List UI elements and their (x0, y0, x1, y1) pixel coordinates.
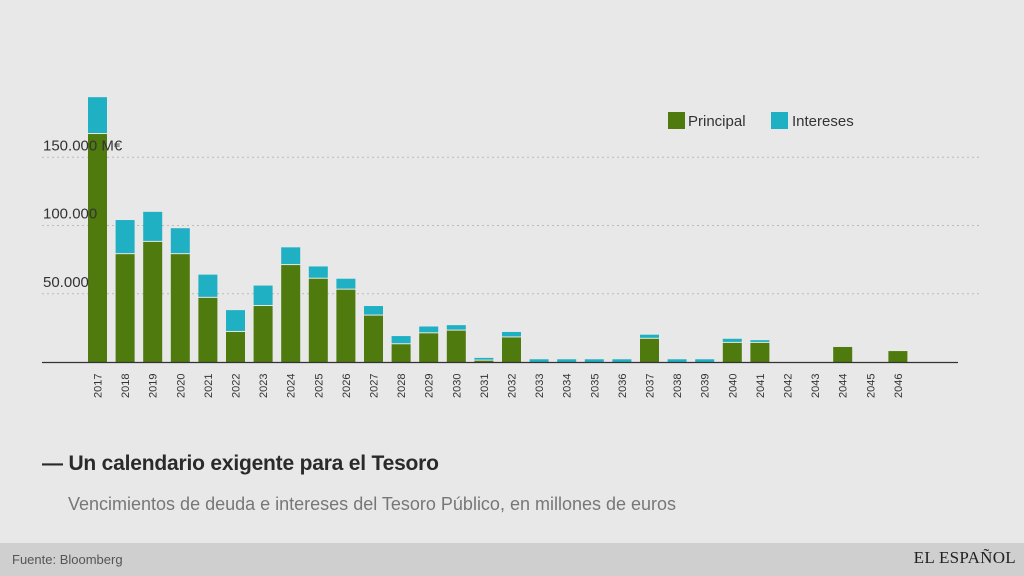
bar-principal-2025 (308, 278, 328, 362)
x-tick-label-2040: 2040 (727, 374, 739, 398)
x-tick-label-2046: 2046 (893, 374, 905, 398)
x-tick-label-2024: 2024 (286, 374, 298, 398)
bar-principal-2044 (833, 346, 853, 362)
y-tick-label-50000: 50.000 (43, 274, 89, 291)
legend-swatch-intereses (771, 112, 788, 129)
bar-intereses-2040 (722, 338, 742, 342)
bar-principal-2031 (474, 360, 494, 362)
source-note: Fuente: Bloomberg (12, 552, 123, 567)
bar-intereses-2027 (364, 306, 383, 315)
brand-logo: EL ESPAÑOL (913, 548, 1016, 567)
bars (88, 97, 908, 362)
bar-principal-2021 (198, 297, 218, 362)
bar-intereses-2021 (198, 274, 218, 297)
bar-principal-2032 (502, 337, 521, 362)
bar-principal-2018 (115, 254, 135, 362)
bar-principal-2019 (143, 241, 163, 362)
bar-principal-2041 (750, 342, 770, 362)
bar-intereses-2029 (419, 326, 439, 333)
bar-intereses-2036 (612, 359, 632, 362)
bar-intereses-2034 (557, 359, 577, 362)
x-tick-label-2034: 2034 (562, 374, 574, 398)
x-tick-label-2031: 2031 (479, 374, 491, 398)
x-tick-label-2036: 2036 (617, 374, 629, 398)
x-tick-label-2035: 2035 (589, 374, 601, 398)
footer-bar: Fuente: Bloomberg EL ESPAÑOL (0, 543, 1024, 576)
x-tick-label-2021: 2021 (203, 374, 215, 398)
bar-principal-2040 (722, 342, 742, 362)
x-tick-label-2038: 2038 (672, 374, 684, 398)
bar-principal-2037 (640, 338, 659, 362)
bar-principal-2028 (391, 344, 411, 362)
x-tick-label-2039: 2039 (700, 374, 712, 398)
bar-intereses-2041 (750, 340, 770, 342)
bar-intereses-2035 (584, 359, 604, 362)
x-tick-label-2037: 2037 (645, 374, 657, 398)
bar-intereses-2026 (336, 278, 356, 289)
bar-principal-2023 (253, 306, 273, 362)
bar-intereses-2017 (88, 97, 107, 134)
x-tick-label-2027: 2027 (369, 374, 381, 398)
bar-intereses-2031 (474, 357, 494, 360)
bar-intereses-2018 (115, 220, 135, 254)
bar-intereses-2023 (253, 285, 273, 306)
bar-principal-2046 (888, 351, 908, 362)
y-axis-tick-labels: 50.000 100.000 150.000 M€ (43, 137, 123, 291)
x-tick-label-2025: 2025 (313, 374, 325, 398)
x-tick-label-2044: 2044 (838, 374, 850, 398)
x-tick-label-2043: 2043 (810, 374, 822, 398)
x-tick-label-2018: 2018 (120, 374, 132, 398)
title-text: Un calendario exigente para el Tesoro (68, 452, 439, 475)
legend-label-intereses: Intereses (792, 113, 854, 130)
x-tick-label-2028: 2028 (396, 374, 408, 398)
bar-principal-2026 (336, 289, 356, 362)
bar-intereses-2019 (143, 211, 163, 241)
legend-label-principal: Principal (688, 113, 746, 130)
x-tick-label-2022: 2022 (231, 374, 243, 398)
chart-subtitle: Vencimientos de deuda e intereses del Te… (68, 494, 677, 514)
bar-intereses-2028 (391, 336, 411, 344)
legend: Principal Intereses (668, 112, 854, 130)
y-tick-label-100000: 100.000 (43, 206, 97, 223)
x-tick-label-2042: 2042 (783, 374, 795, 398)
bar-principal-2024 (281, 265, 301, 362)
bar-intereses-2032 (502, 331, 521, 337)
chart-title: — Un calendario exigente para el Tesoro (42, 452, 439, 476)
x-tick-label-2023: 2023 (258, 374, 270, 398)
bar-principal-2029 (419, 333, 439, 362)
legend-swatch-principal (668, 112, 685, 129)
bar-principal-2017 (88, 134, 107, 362)
bar-intereses-2038 (667, 359, 687, 362)
bar-intereses-2039 (695, 359, 715, 362)
stacked-bar-chart: 50.000 100.000 150.000 M€ 2017 2018 2019 2020… (42, 97, 982, 398)
x-tick-label-2020: 2020 (175, 374, 187, 398)
x-tick-label-2017: 2017 (93, 374, 105, 398)
y-tick-label-150000: 150.000 M€ (43, 137, 123, 154)
x-axis-tick-labels: 2017 2018 2019 2020 2021 2022 2023 2024 2025 2026… (93, 374, 905, 398)
x-tick-label-2029: 2029 (424, 374, 436, 398)
x-tick-label-2019: 2019 (148, 374, 160, 398)
bar-principal-2022 (226, 331, 245, 362)
bar-intereses-2025 (308, 266, 328, 278)
bar-intereses-2020 (170, 228, 190, 254)
bar-principal-2020 (170, 254, 190, 362)
bar-principal-2030 (446, 330, 466, 362)
x-tick-label-2032: 2032 (507, 374, 519, 398)
x-tick-label-2041: 2041 (755, 374, 767, 398)
x-tick-label-2033: 2033 (534, 374, 546, 398)
bar-intereses-2033 (529, 359, 549, 362)
x-tick-label-2045: 2045 (865, 374, 877, 398)
bar-intereses-2030 (446, 325, 466, 330)
title-dash: — (42, 452, 63, 475)
x-tick-label-2026: 2026 (341, 374, 353, 398)
bar-intereses-2037 (640, 334, 659, 338)
bar-intereses-2022 (226, 310, 245, 331)
bar-intereses-2024 (281, 247, 301, 265)
x-tick-label-2030: 2030 (451, 374, 463, 398)
bar-principal-2027 (364, 315, 383, 362)
